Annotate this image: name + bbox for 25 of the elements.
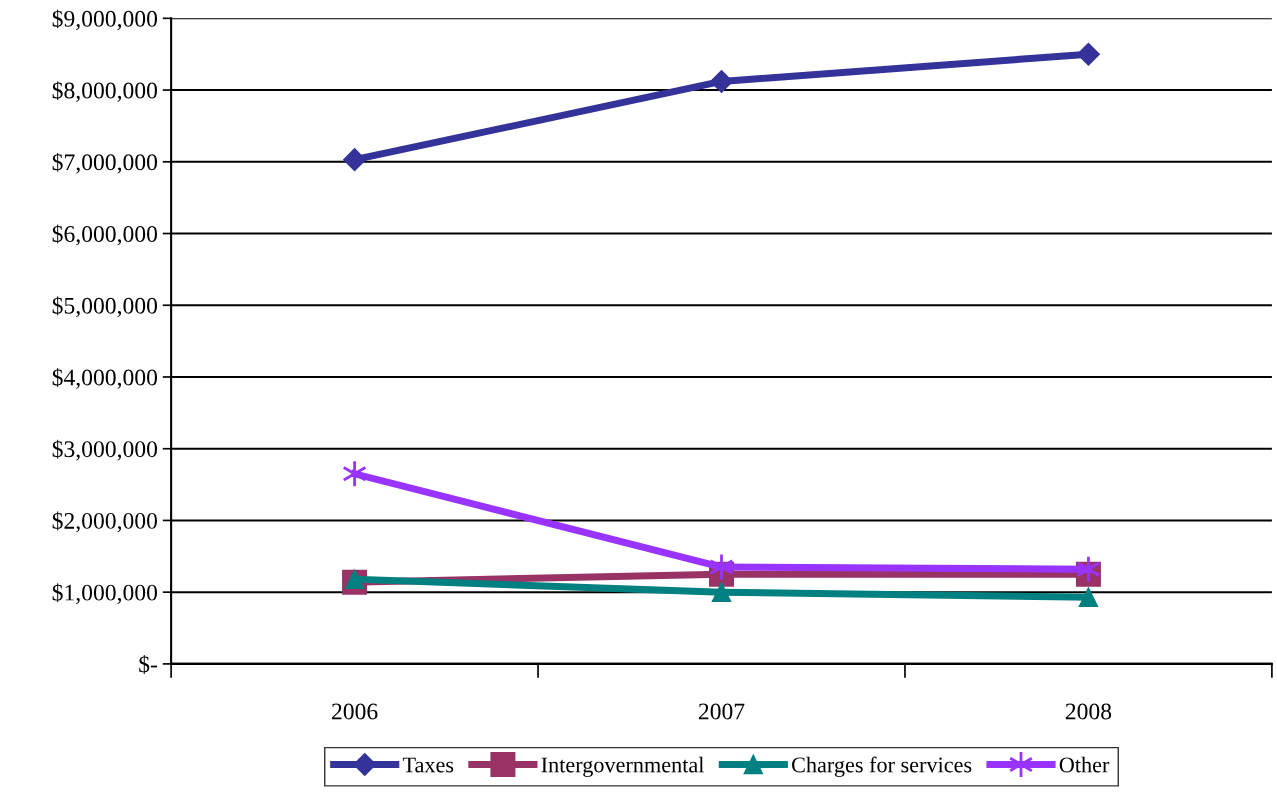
legend-label: Intergovernmental xyxy=(541,756,704,777)
point xyxy=(343,148,367,172)
point xyxy=(709,553,734,581)
y-tick-label: $6,000,000 xyxy=(52,224,158,246)
x-tick-label: 2007 xyxy=(698,703,745,720)
point xyxy=(1076,555,1101,584)
point xyxy=(342,459,367,488)
legend-label: Charges for services xyxy=(792,756,972,777)
y-tick-label: $3,000,000 xyxy=(52,439,158,461)
y-tick-label: $8,000,000 xyxy=(52,81,158,102)
y-tick-label: $1,000,000 xyxy=(52,583,158,604)
y-tick-label: $7,000,000 xyxy=(52,152,158,174)
point xyxy=(1076,42,1100,66)
y-tick-label: $- xyxy=(139,655,158,674)
y-tick-label: $9,000,000 xyxy=(52,9,158,31)
point xyxy=(711,582,732,602)
y-tick-label: $2,000,000 xyxy=(52,511,158,533)
legend-label: Taxes xyxy=(402,757,454,773)
point xyxy=(1078,587,1099,607)
y-tick-label: $5,000,000 xyxy=(52,296,158,318)
x-tick-label: 2008 xyxy=(1065,703,1112,720)
x-tick-label: 2006 xyxy=(332,703,378,720)
point xyxy=(710,69,734,93)
legend-label: Other xyxy=(1059,756,1110,773)
y-tick-label: $4,000,000 xyxy=(52,368,158,389)
